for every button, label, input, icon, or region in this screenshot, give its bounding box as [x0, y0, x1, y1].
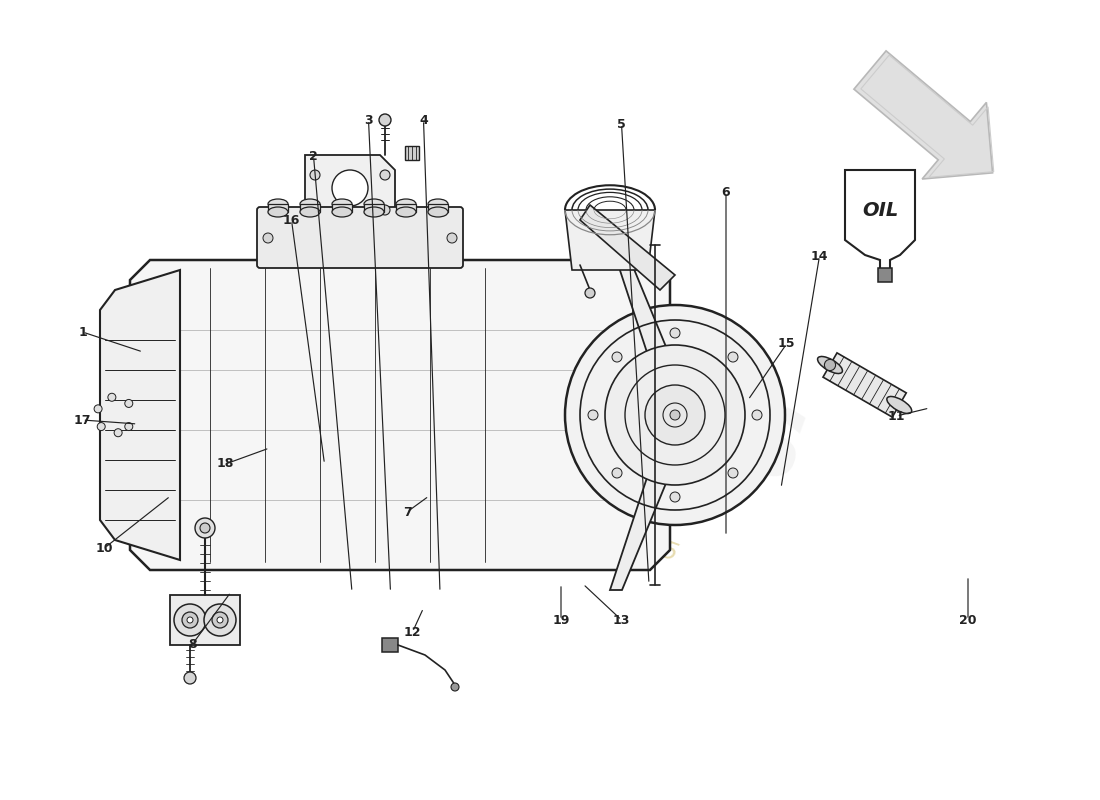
Text: 10: 10 — [96, 542, 113, 554]
Text: 12: 12 — [404, 626, 421, 638]
Circle shape — [114, 429, 122, 437]
Circle shape — [212, 612, 228, 628]
Circle shape — [332, 170, 368, 206]
Text: 19: 19 — [552, 614, 570, 626]
Ellipse shape — [268, 199, 288, 209]
Circle shape — [187, 617, 192, 623]
Circle shape — [379, 170, 390, 180]
Circle shape — [670, 492, 680, 502]
Circle shape — [95, 405, 102, 413]
Circle shape — [108, 394, 115, 402]
Polygon shape — [130, 260, 670, 570]
Circle shape — [195, 518, 214, 538]
Circle shape — [670, 410, 680, 420]
Bar — [332, 204, 352, 212]
Bar — [382, 638, 398, 652]
Ellipse shape — [428, 207, 448, 217]
Circle shape — [124, 399, 133, 407]
Text: 17: 17 — [74, 414, 91, 426]
Text: 8: 8 — [188, 638, 197, 650]
Circle shape — [728, 468, 738, 478]
Text: 2: 2 — [309, 150, 318, 162]
Text: 16: 16 — [283, 214, 300, 226]
Circle shape — [174, 604, 206, 636]
Polygon shape — [100, 270, 180, 560]
Text: 5: 5 — [617, 118, 626, 130]
Ellipse shape — [817, 357, 843, 374]
Bar — [268, 204, 288, 212]
Text: 4: 4 — [419, 114, 428, 126]
Circle shape — [379, 205, 390, 215]
Polygon shape — [405, 146, 419, 160]
Text: 20: 20 — [959, 614, 977, 626]
Text: a passion for parts since 1985: a passion for parts since 1985 — [318, 414, 682, 566]
Bar — [364, 204, 384, 212]
Circle shape — [588, 410, 598, 420]
Text: 15: 15 — [778, 338, 795, 350]
Polygon shape — [565, 210, 654, 270]
Circle shape — [182, 612, 198, 628]
Text: 18: 18 — [217, 458, 234, 470]
Circle shape — [728, 352, 738, 362]
Circle shape — [204, 604, 236, 636]
Text: OIL: OIL — [862, 201, 898, 219]
Ellipse shape — [300, 199, 320, 209]
Ellipse shape — [268, 207, 288, 217]
Bar — [428, 204, 448, 212]
Ellipse shape — [396, 207, 416, 217]
Circle shape — [612, 468, 621, 478]
Ellipse shape — [887, 397, 912, 414]
Circle shape — [97, 422, 106, 430]
Circle shape — [585, 288, 595, 298]
Polygon shape — [823, 353, 906, 417]
Text: 3: 3 — [364, 114, 373, 126]
Circle shape — [124, 422, 133, 430]
Circle shape — [217, 617, 223, 623]
Ellipse shape — [364, 199, 384, 209]
Circle shape — [565, 305, 785, 525]
Circle shape — [184, 672, 196, 684]
Circle shape — [447, 233, 456, 243]
Polygon shape — [170, 595, 240, 645]
Circle shape — [263, 233, 273, 243]
Polygon shape — [845, 170, 915, 270]
Text: 14: 14 — [811, 250, 828, 262]
Bar — [300, 204, 320, 212]
Ellipse shape — [396, 199, 416, 209]
Circle shape — [752, 410, 762, 420]
Polygon shape — [305, 155, 395, 220]
Circle shape — [310, 205, 320, 215]
Ellipse shape — [300, 207, 320, 217]
Text: 1: 1 — [78, 326, 87, 338]
Text: 7: 7 — [403, 506, 411, 518]
Ellipse shape — [332, 199, 352, 209]
Polygon shape — [610, 240, 690, 590]
Circle shape — [645, 385, 705, 445]
Bar — [878, 268, 892, 282]
Circle shape — [605, 345, 745, 485]
Circle shape — [670, 328, 680, 338]
Ellipse shape — [332, 207, 352, 217]
Text: 11: 11 — [888, 410, 905, 422]
Ellipse shape — [364, 207, 384, 217]
Text: eurores: eurores — [275, 210, 825, 510]
Circle shape — [310, 170, 320, 180]
Bar — [396, 204, 416, 212]
Circle shape — [824, 359, 836, 370]
Circle shape — [451, 683, 459, 691]
Text: 13: 13 — [613, 614, 630, 626]
Ellipse shape — [428, 199, 448, 209]
Polygon shape — [854, 51, 992, 179]
Polygon shape — [580, 205, 675, 290]
Circle shape — [200, 523, 210, 533]
FancyBboxPatch shape — [257, 207, 463, 268]
Text: 6: 6 — [722, 186, 730, 198]
Circle shape — [612, 352, 621, 362]
Circle shape — [379, 114, 390, 126]
